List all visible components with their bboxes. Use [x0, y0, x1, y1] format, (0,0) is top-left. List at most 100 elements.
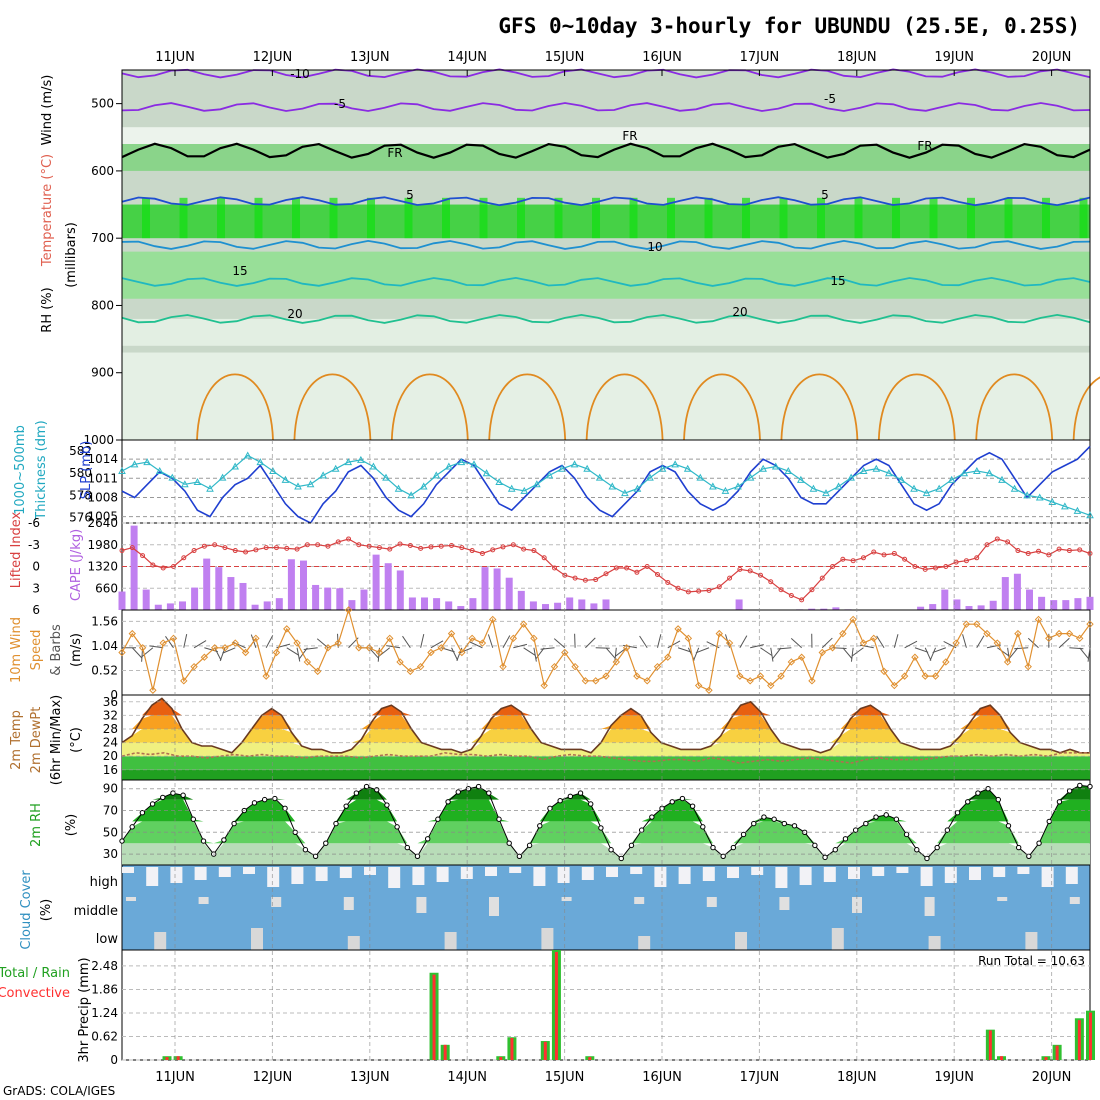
wind-speed-point [118, 648, 126, 657]
wind-barb [451, 647, 459, 661]
wind-speed-point [715, 629, 723, 638]
li-point [984, 542, 990, 548]
precip-tick-label: 0 [110, 1053, 118, 1067]
rh-point [1036, 840, 1042, 846]
wind-speed-point [911, 653, 919, 661]
thickness-point [482, 469, 491, 477]
wind-speed-point [241, 648, 250, 657]
temp-tick-label: 24 [103, 736, 118, 750]
li-point [799, 597, 805, 603]
rh-point [669, 799, 675, 805]
wind-barb [535, 647, 545, 660]
li-point [479, 550, 485, 556]
thickness-point [608, 482, 617, 490]
rh-point [506, 840, 512, 846]
wind-speed-point [447, 629, 456, 638]
rh-point [740, 831, 747, 838]
precip-panel-frame [121, 949, 1091, 1061]
rh-point [1056, 799, 1063, 805]
rh-point [638, 827, 645, 833]
rh-streak [1042, 197, 1050, 239]
thickness-point [998, 475, 1006, 483]
rh-point [700, 824, 706, 830]
li-point [572, 575, 578, 581]
cape-bar [118, 591, 126, 610]
rh-fill-band [122, 821, 1090, 844]
cloud-high-bar [799, 867, 812, 885]
wind-speed-point [684, 634, 693, 643]
thickness-point [457, 458, 466, 466]
thickness-point [470, 460, 478, 468]
wind-tick-label: 1.56 [91, 614, 118, 628]
cape-bar [832, 607, 840, 610]
rh-point [149, 801, 156, 807]
thickness-units: Thickness (dm) [34, 420, 49, 520]
wind-speed-point [694, 681, 703, 690]
cape-bar [929, 604, 937, 610]
rh-point [710, 844, 716, 851]
wind-barb [420, 634, 425, 648]
wind-speed-point [1075, 634, 1084, 643]
li-point [860, 555, 866, 561]
thickness-point [256, 458, 265, 466]
li-point [325, 543, 331, 549]
wind-speed-point [416, 662, 425, 671]
wind-barb [1058, 637, 1070, 649]
wind-units: (m/s) [69, 633, 84, 667]
wind-barb [695, 647, 710, 654]
wind-barb [962, 634, 967, 648]
thickness-point [369, 462, 378, 470]
cloud-high-bar [823, 867, 836, 882]
thickness-point [922, 489, 931, 497]
li-point [675, 585, 681, 591]
wind-barb [165, 636, 174, 649]
cape-bar [239, 582, 247, 610]
precip-convective-bar [510, 1038, 514, 1060]
precip-convective-bar [1055, 1045, 1059, 1060]
li-point [500, 544, 506, 550]
thickness-point [759, 464, 767, 472]
thickness-point [709, 482, 717, 490]
wind-speed-point [221, 644, 229, 652]
thickness-point [206, 484, 214, 492]
thickness-point [973, 466, 981, 474]
cloud-middle-bar [489, 897, 499, 916]
wind-barb [605, 647, 616, 659]
wind-barb [842, 647, 853, 659]
cape-bar [566, 597, 574, 610]
temp-tick-label: 32 [103, 708, 118, 722]
cloud-high-bar [702, 867, 715, 881]
thickness-tick-label: 582 [69, 444, 92, 458]
li-point [232, 548, 238, 554]
wind-barb [1069, 647, 1084, 650]
li-point [129, 545, 135, 551]
wind-speed-point [602, 672, 610, 680]
isotherm-label: 10 [647, 240, 662, 254]
cape-tick-label: 1320 [87, 560, 118, 574]
thickness-point [822, 489, 830, 497]
li-point [747, 568, 753, 574]
precip-convective-bar [1077, 1020, 1081, 1060]
wind-barb [540, 647, 555, 650]
precip-convective-bar [1044, 1056, 1048, 1060]
li-point [1077, 547, 1083, 553]
wind-speed-point [159, 639, 167, 647]
li-point [737, 566, 743, 572]
thickness-point [545, 471, 554, 479]
thickness-point [269, 466, 277, 474]
li-point [294, 546, 300, 552]
cape-bar [421, 597, 428, 610]
boundary-layer-contour [780, 373, 859, 441]
wind-barb [932, 647, 947, 654]
cloud-middle-bar [198, 897, 209, 904]
wind-barb [929, 647, 936, 661]
rh-tick-label: 90 [103, 782, 118, 796]
wind-speed-point [231, 639, 239, 647]
li-point [788, 593, 794, 598]
isotherm-label: 15 [232, 264, 247, 278]
cape-bar [505, 577, 513, 610]
li-point [1046, 552, 1052, 558]
wind-speed-point [149, 686, 157, 694]
cloud-high-bar [194, 867, 207, 880]
cloud-high-bar [388, 867, 401, 888]
